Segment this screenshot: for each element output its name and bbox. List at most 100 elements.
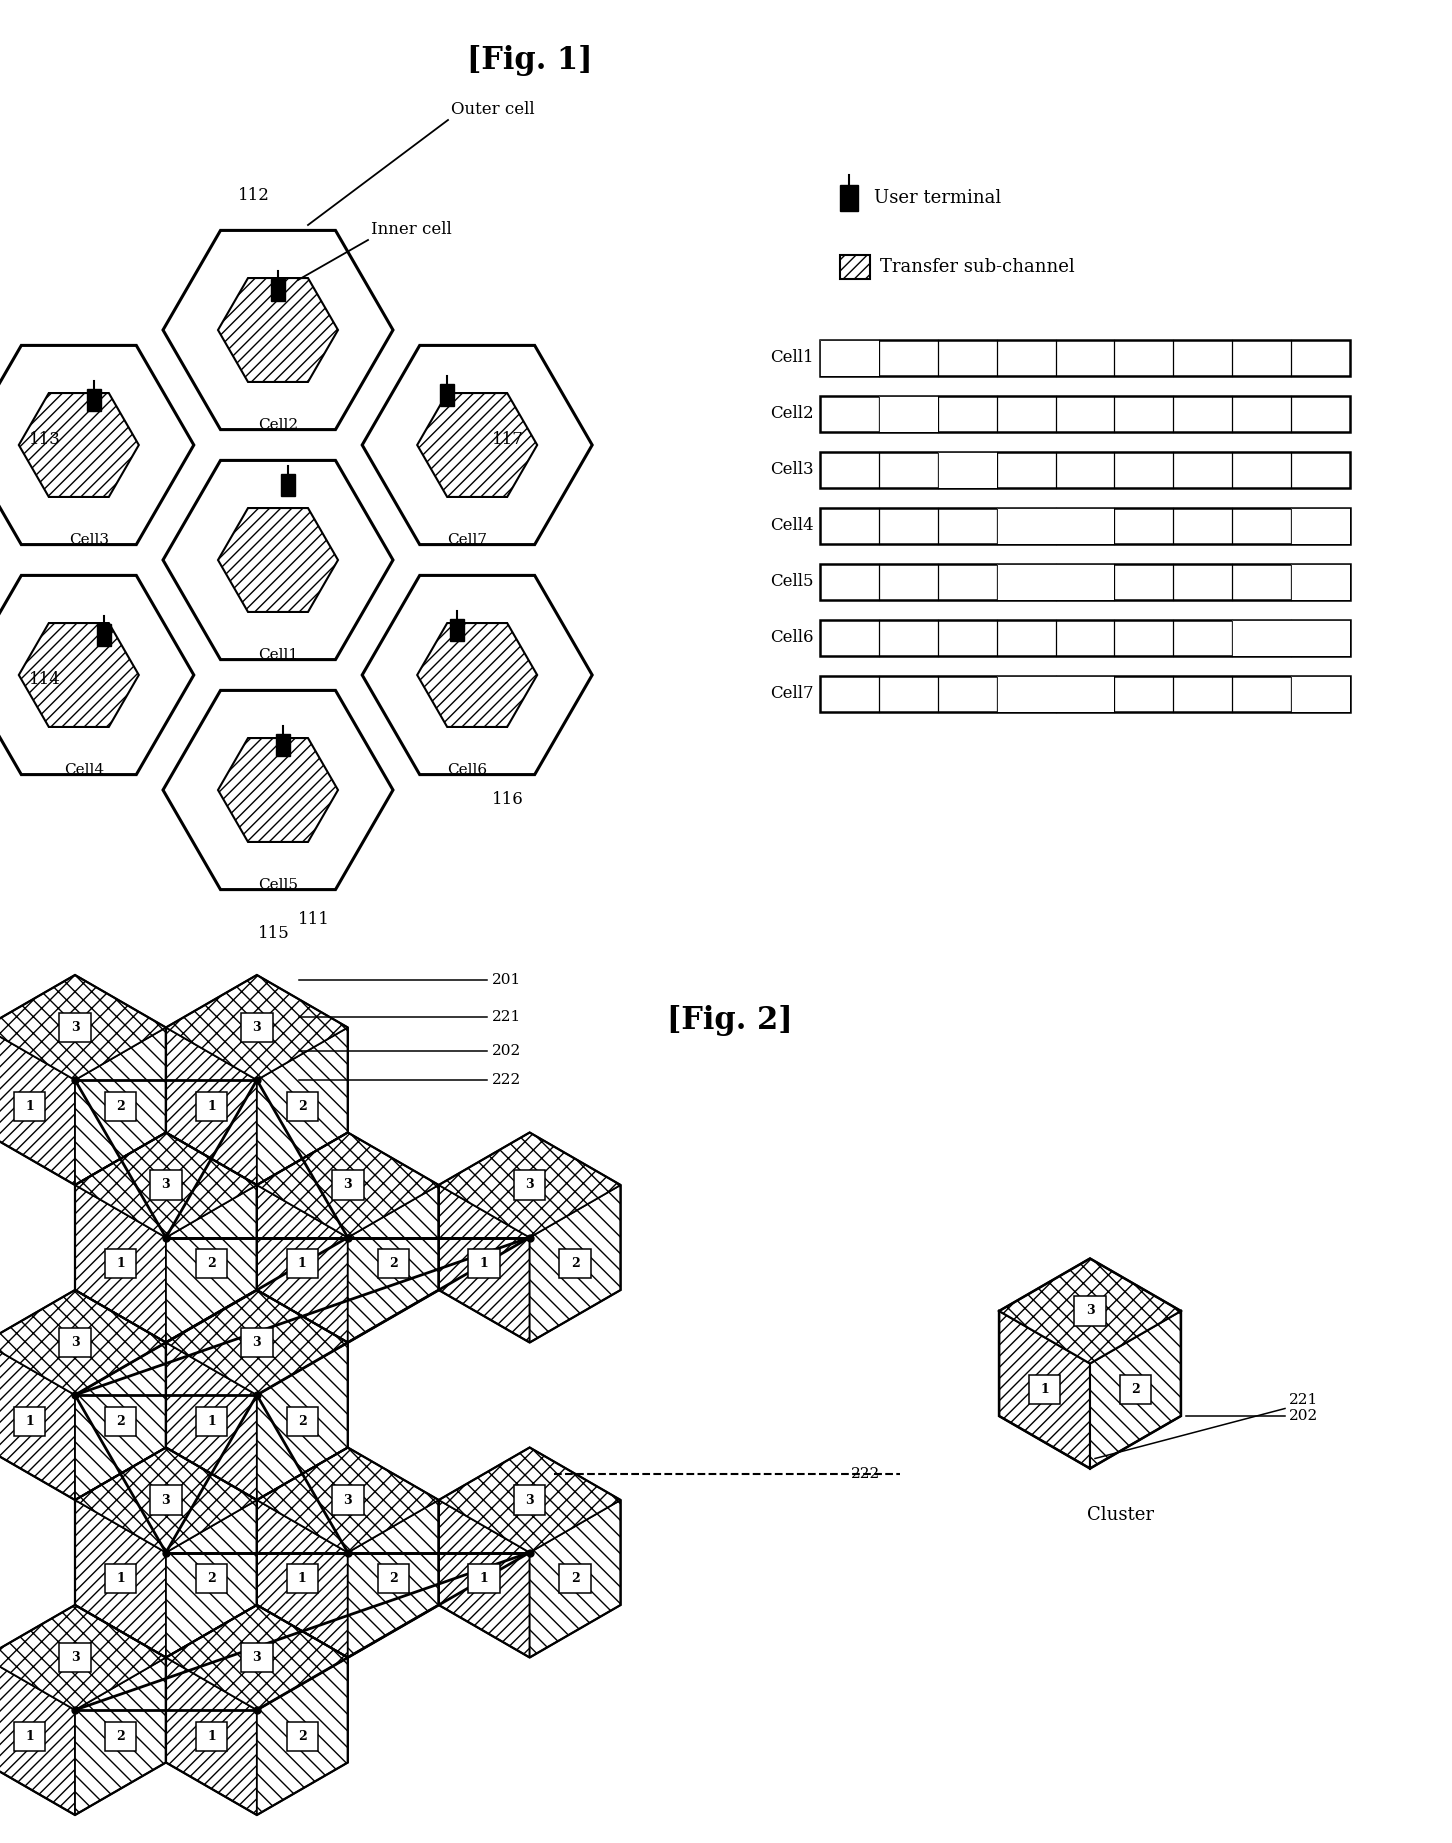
Bar	[1291, 564, 1350, 601]
Bar	[559, 1565, 591, 1594]
Bar	[820, 564, 1350, 601]
Bar	[60, 1327, 90, 1356]
Polygon shape	[439, 1447, 620, 1552]
Polygon shape	[76, 1132, 257, 1237]
Bar	[286, 1091, 318, 1121]
Polygon shape	[257, 1500, 348, 1657]
Polygon shape	[0, 1290, 166, 1395]
Bar	[1291, 564, 1350, 601]
Bar	[276, 734, 290, 756]
Polygon shape	[417, 393, 537, 498]
Text: 2: 2	[298, 1731, 306, 1743]
Text: 1: 1	[479, 1572, 488, 1585]
Polygon shape	[76, 1447, 257, 1552]
Polygon shape	[0, 975, 166, 1080]
Polygon shape	[163, 691, 393, 890]
Polygon shape	[348, 1500, 439, 1657]
Bar	[841, 184, 858, 210]
Bar	[469, 1565, 499, 1594]
Text: 1: 1	[116, 1572, 125, 1585]
Bar	[13, 1406, 45, 1436]
Polygon shape	[257, 1447, 439, 1552]
Bar	[878, 396, 938, 431]
Polygon shape	[0, 1028, 76, 1185]
Text: 1: 1	[298, 1257, 306, 1270]
Bar	[286, 1250, 318, 1279]
Text: [Fig. 1]: [Fig. 1]	[468, 44, 592, 76]
Text: Inner cell: Inner cell	[372, 221, 452, 238]
Polygon shape	[166, 1342, 257, 1500]
Text: 1: 1	[298, 1572, 306, 1585]
Text: Cell3: Cell3	[771, 461, 815, 479]
Polygon shape	[163, 230, 393, 429]
Polygon shape	[166, 1028, 257, 1185]
Text: 3: 3	[1086, 1305, 1095, 1318]
Bar	[820, 452, 1350, 488]
Text: 3: 3	[526, 1178, 534, 1192]
Polygon shape	[257, 1657, 348, 1815]
Bar	[996, 564, 1115, 601]
Polygon shape	[163, 461, 393, 660]
Text: Cell7: Cell7	[771, 686, 815, 702]
Polygon shape	[166, 1605, 348, 1710]
Bar	[996, 676, 1115, 711]
Polygon shape	[166, 1290, 348, 1395]
Text: Outer cell: Outer cell	[452, 101, 534, 118]
Bar	[378, 1250, 409, 1279]
Text: 1: 1	[25, 1731, 33, 1743]
Text: 117: 117	[492, 431, 524, 448]
Text: 3: 3	[253, 1651, 261, 1664]
Polygon shape	[1090, 1310, 1180, 1469]
Text: 202: 202	[1289, 1410, 1318, 1423]
Polygon shape	[0, 1657, 76, 1815]
Polygon shape	[439, 1500, 530, 1657]
Text: 221: 221	[1289, 1393, 1318, 1406]
Text: Cell1: Cell1	[258, 649, 298, 662]
Text: 3: 3	[71, 1336, 80, 1349]
Bar	[1029, 1375, 1060, 1404]
Text: 222: 222	[492, 1073, 521, 1087]
Text: User terminal: User terminal	[874, 190, 1002, 206]
Polygon shape	[257, 1185, 348, 1342]
Bar	[440, 383, 454, 405]
Bar	[1233, 619, 1350, 656]
Text: 2: 2	[116, 1415, 125, 1428]
Bar	[60, 1014, 90, 1041]
Text: 113: 113	[29, 431, 61, 448]
Bar	[820, 339, 878, 376]
Text: 2: 2	[571, 1257, 579, 1270]
Text: Cell7: Cell7	[447, 533, 488, 547]
Bar	[196, 1565, 227, 1594]
Text: Cell4: Cell4	[771, 518, 815, 534]
Bar	[105, 1091, 136, 1121]
Text: 3: 3	[71, 1651, 80, 1664]
Bar	[996, 564, 1115, 601]
Polygon shape	[76, 1028, 166, 1185]
Text: 2: 2	[1131, 1384, 1140, 1397]
Bar	[241, 1642, 273, 1672]
Polygon shape	[530, 1500, 620, 1657]
Text: Cell4: Cell4	[64, 763, 105, 778]
Bar	[996, 509, 1115, 544]
Bar	[938, 452, 996, 488]
Bar	[514, 1170, 546, 1200]
Bar	[1291, 676, 1350, 711]
Bar	[1119, 1375, 1151, 1404]
Bar	[150, 1485, 182, 1515]
Text: [Fig. 2]: [Fig. 2]	[666, 1004, 793, 1036]
Bar	[282, 474, 295, 496]
Bar	[938, 452, 996, 488]
Polygon shape	[76, 1657, 166, 1815]
Bar	[820, 396, 1350, 431]
Text: 3: 3	[161, 1493, 170, 1506]
Bar	[378, 1565, 409, 1594]
Bar	[996, 509, 1115, 544]
Bar	[97, 625, 110, 647]
Polygon shape	[257, 1028, 348, 1185]
Bar	[105, 1406, 136, 1436]
Bar	[241, 1014, 273, 1041]
Bar	[105, 1565, 136, 1594]
Polygon shape	[530, 1185, 620, 1342]
Text: 3: 3	[253, 1021, 261, 1034]
Bar	[1074, 1296, 1106, 1325]
